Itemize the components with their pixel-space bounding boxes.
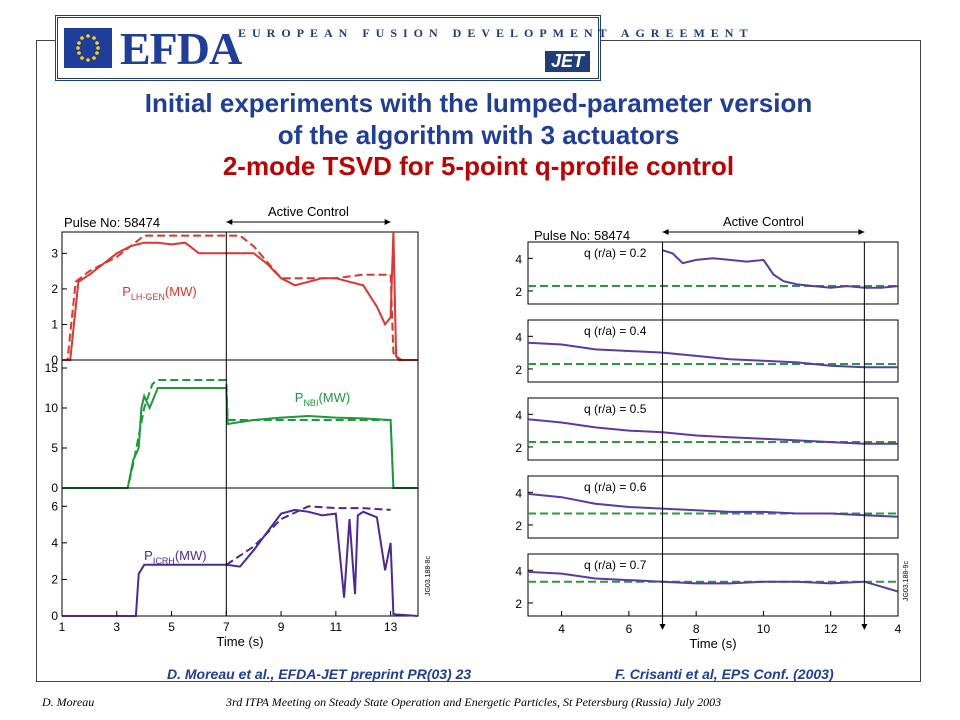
y-tick-label: 5: [51, 441, 58, 455]
x-tick-label: 12: [824, 622, 838, 636]
y-tick-label: 2: [51, 572, 58, 586]
y-tick-label: 15: [45, 361, 59, 375]
x-tick-label: 8: [693, 622, 700, 636]
y-tick-label: 6: [51, 499, 58, 513]
y-tick-label: 4: [515, 486, 522, 500]
efda-header-banner: EFDA EUROPEAN FUSION DEVELOPMENT AGREEME…: [55, 15, 747, 81]
x-tick-label: 5: [168, 620, 175, 634]
y-tick-label: 3: [51, 246, 58, 260]
x-tick-label: 4: [895, 622, 902, 636]
y-tick-label: 4: [515, 408, 522, 422]
arrow-left-icon: [226, 219, 233, 225]
y-tick-label: 2: [515, 519, 522, 533]
q-profile-chart: Active Control Pulse No: 58474 2 4 q (r/a) =…: [515, 214, 910, 651]
x-axis-label: Time (s): [689, 636, 736, 651]
y-tick-label: 2: [515, 597, 522, 611]
panel-label: PLH-GEN(MW): [122, 284, 196, 302]
figure-code: JG03.188-8c: [425, 555, 432, 596]
q-panel-5: 2 4 q (r/a) = 0.7: [515, 553, 899, 617]
y-tick-label: 4: [51, 536, 58, 550]
left-citation: D. Moreau et al., EFDA-JET preprint PR(0…: [167, 666, 472, 682]
measured-line: [527, 341, 898, 369]
panel-icrh: 0 2 4 6 PICRH(MW): [51, 487, 419, 623]
x-axis-label: Time (s): [216, 634, 263, 649]
x-tick-label: 1: [59, 620, 66, 634]
x-tick-label: 3: [113, 620, 120, 634]
y-tick-label: 2: [515, 363, 522, 377]
x-tick-label: 6: [626, 622, 633, 636]
panel-nbi: 0 5 10 15 PNBI(MW): [45, 359, 419, 495]
arrow-down-icon: [861, 624, 868, 630]
pulse-label: Pulse No: 58474: [64, 215, 160, 230]
x-tick-label: 11: [330, 620, 343, 634]
x-tick-label: 13: [384, 620, 398, 634]
x-tick-label: 4: [558, 622, 565, 636]
panel-label: PNBI(MW): [295, 390, 350, 408]
panel-lh-gen: 0 1 2 3 PLH-GEN(MW): [51, 231, 419, 367]
efda-logo-text: EFDA: [120, 23, 242, 74]
measured-line: [62, 508, 419, 617]
arrow-left-icon: [662, 229, 669, 235]
arrow-right-icon: [858, 229, 865, 235]
panel-label: q (r/a) = 0.2: [584, 246, 647, 260]
panel-label: q (r/a) = 0.6: [584, 480, 647, 494]
y-tick-label: 1: [51, 317, 58, 331]
reference-line: [62, 379, 418, 489]
panel-frame: [527, 319, 899, 383]
y-tick-label: 4: [515, 330, 522, 344]
measured-line: [62, 387, 418, 489]
measured-line: [527, 418, 898, 445]
x-tick-label: 7: [223, 620, 230, 634]
y-tick-label: 2: [515, 285, 522, 299]
reference-line: [62, 234, 418, 361]
footer-meeting: 3rd ITPA Meeting on Steady State Operati…: [226, 695, 722, 709]
y-tick-label: 0: [51, 609, 58, 623]
q-panel-2: 2 4 q (r/a) = 0.4: [515, 319, 899, 383]
y-tick-label: 0: [51, 353, 58, 367]
y-tick-label: 4: [515, 252, 522, 266]
active-control-label: Active Control: [723, 214, 804, 229]
measured-line: [527, 492, 899, 518]
measured-line: [62, 231, 418, 361]
footer-author: D. Moreau: [42, 695, 95, 709]
panel-label: q (r/a) = 0.5: [584, 402, 647, 416]
q-panel-3: 2 4 q (r/a) = 0.5: [515, 397, 899, 461]
panel-frame: [527, 241, 899, 305]
q-panel-4: 2 4 q (r/a) = 0.6: [515, 475, 899, 539]
measured-line: [662, 249, 899, 289]
y-tick-label: 0: [51, 481, 58, 495]
figure-code: JG03.188-9c: [903, 560, 910, 601]
eu-flag-icon: [64, 28, 112, 68]
panel-frame: [61, 487, 419, 617]
panel-label: q (r/a) = 0.7: [584, 558, 647, 572]
panel-frame: [527, 397, 899, 461]
panel-label: q (r/a) = 0.4: [584, 324, 647, 338]
pulse-label: Pulse No: 58474: [534, 228, 630, 243]
panel-frame: [527, 553, 899, 617]
arrow-down-icon: [659, 624, 666, 630]
x-tick-label: 9: [278, 620, 285, 634]
panel-frame: [527, 475, 899, 539]
q-panel-1: 2 4 q (r/a) = 0.2: [515, 241, 899, 305]
y-tick-label: 2: [515, 441, 522, 455]
jet-logo: JET: [544, 51, 590, 72]
x-tick-label: 10: [757, 622, 771, 636]
panel-frame: [61, 231, 419, 361]
y-tick-label: 2: [51, 282, 58, 296]
reference-line: [225, 505, 391, 566]
y-tick-label: 10: [45, 401, 59, 415]
panel-label: PICRH(MW): [144, 548, 206, 566]
active-control-label: Active Control: [268, 204, 349, 219]
agency-name: EUROPEAN FUSION DEVELOPMENT AGREEMENT: [238, 26, 754, 40]
y-tick-label: 4: [515, 564, 522, 578]
slide-title-line-1: Initial experiments with the lumped-para…: [144, 88, 813, 118]
arrow-right-icon: [384, 219, 391, 225]
right-citation: F. Crisanti et al, EPS Conf. (2003): [615, 666, 834, 682]
slide-subtitle: 2-mode TSVD for 5-point q-profile contro…: [222, 151, 735, 181]
slide-title-line-2: of the algorithm with 3 actuators: [277, 120, 680, 150]
panel-frame: [61, 359, 419, 489]
